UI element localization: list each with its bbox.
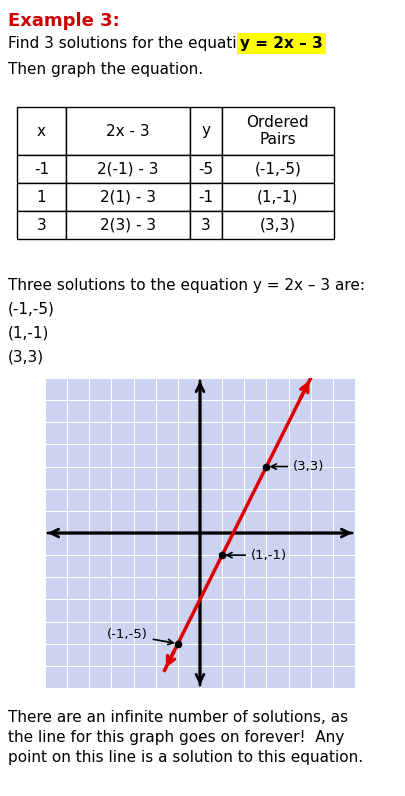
Text: (1,-1): (1,-1) [8,326,49,341]
Text: 2x - 3: 2x - 3 [106,123,149,139]
Bar [222,211,333,239]
Text: (-1,-5): (-1,-5) [8,302,55,317]
Text: 1: 1 [36,189,46,205]
Text: y = 2x – 3: y = 2x – 3 [239,36,322,51]
Bar [190,211,222,239]
Bar [17,155,66,183]
Text: There are an infinite number of solutions, as
the line for this graph goes on fo: There are an infinite number of solution… [8,710,362,765]
Bar [17,183,66,211]
Bar [222,183,333,211]
Text: -1: -1 [198,189,213,205]
Text: Example 3:: Example 3: [8,12,119,30]
Text: (3,3): (3,3) [8,349,44,365]
Bar [66,211,190,239]
Text: 2(3) - 3: 2(3) - 3 [100,217,156,232]
Text: Ordered
Pairs: Ordered Pairs [246,115,308,147]
Text: Then graph the equation.: Then graph the equation. [8,62,202,77]
Bar [222,107,333,155]
Text: (-1,-5): (-1,-5) [107,628,173,645]
Bar [17,107,66,155]
Bar [222,155,333,183]
Text: (3,3): (3,3) [271,460,324,473]
Bar [190,107,222,155]
Bar [66,183,190,211]
Bar [190,183,222,211]
Bar [66,155,190,183]
Text: 2(-1) - 3: 2(-1) - 3 [97,162,158,177]
Text: (1,-1): (1,-1) [226,548,286,562]
Text: Three solutions to the equation y = 2x – 3 are:: Three solutions to the equation y = 2x –… [8,278,364,293]
Text: -1: -1 [34,162,49,177]
Text: (-1,-5): (-1,-5) [254,162,301,177]
Bar [66,107,190,155]
Text: Find 3 solutions for the equation:: Find 3 solutions for the equation: [8,36,270,51]
Text: (1,-1): (1,-1) [256,189,298,205]
Text: 3: 3 [36,217,46,232]
Text: 2(1) - 3: 2(1) - 3 [100,189,156,205]
Text: 3: 3 [201,217,211,232]
Bar [190,155,222,183]
Bar [17,211,66,239]
Text: -5: -5 [198,162,213,177]
Text: x: x [37,123,46,139]
Text: y: y [201,123,210,139]
Text: (3,3): (3,3) [259,217,295,232]
